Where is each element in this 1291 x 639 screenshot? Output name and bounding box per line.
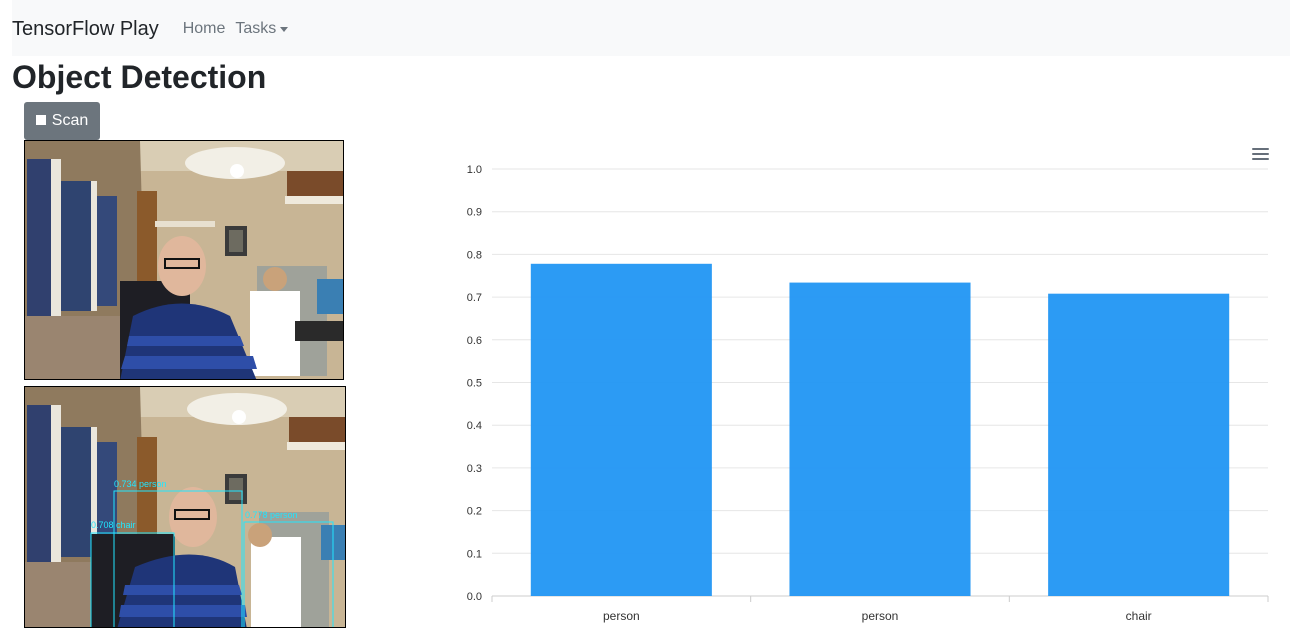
nav-dropdown-tasks-label: Tasks <box>235 19 277 37</box>
x-category-label: person <box>862 609 899 623</box>
detection-label: 0.708 chair <box>91 520 136 530</box>
detection-label: 0.778 person <box>245 510 298 520</box>
y-tick-label: 0.2 <box>467 506 482 518</box>
webcam-video <box>24 140 344 380</box>
stop-icon <box>35 115 46 125</box>
navbar: TensorFlow Play Home Tasks <box>12 0 1290 56</box>
bar-person[interactable] <box>789 282 971 596</box>
detection-scene-image: 0.734 person 0.708 chair 0.778 person <box>25 387 345 627</box>
hamburger-menu-icon[interactable] <box>1252 148 1269 162</box>
detection-canvas: 0.734 person 0.708 chair 0.778 person <box>24 386 346 628</box>
x-category-label: person <box>603 609 640 623</box>
scan-button-label: Scan <box>51 112 89 129</box>
y-tick-label: 0.4 <box>467 420 482 432</box>
y-tick-label: 1.0 <box>467 164 482 176</box>
y-tick-label: 0.9 <box>467 207 482 219</box>
confidence-bar-chart: 0.0 0.1 0.2 0.3 0.4 0.5 0.6 0.7 0.8 0.9 1.0 person p… <box>467 164 1269 623</box>
y-tick-label: 0.0 <box>467 591 482 603</box>
y-tick-label: 0.1 <box>467 548 482 560</box>
caret-down-icon <box>280 26 289 32</box>
scan-button[interactable]: Scan <box>24 102 100 140</box>
y-tick-label: 0.8 <box>467 249 482 261</box>
detection-box-person <box>243 521 334 627</box>
detection-box-person <box>113 490 243 627</box>
webcam-scene-image <box>25 141 343 379</box>
y-tick-label: 0.3 <box>467 463 482 475</box>
y-tick-label: 0.6 <box>467 335 482 347</box>
nav-dropdown-tasks[interactable]: Tasks <box>235 19 289 38</box>
nav-link-home[interactable]: Home <box>182 19 226 37</box>
y-tick-label: 0.5 <box>467 378 482 390</box>
bar-person[interactable] <box>530 263 712 596</box>
detection-label: 0.734 person <box>114 479 167 489</box>
page-title: Object Detection <box>12 59 267 95</box>
navbar-brand[interactable]: TensorFlow Play <box>12 17 159 40</box>
detection-box-chair <box>90 532 175 627</box>
x-category-label: chair <box>1126 609 1152 623</box>
y-tick-label: 0.7 <box>467 292 482 304</box>
bar-chair[interactable] <box>1048 293 1230 596</box>
confidence-chart: 0.0 0.1 0.2 0.3 0.4 0.5 0.6 0.7 0.8 0.9 1.0 person p… <box>440 140 1280 630</box>
